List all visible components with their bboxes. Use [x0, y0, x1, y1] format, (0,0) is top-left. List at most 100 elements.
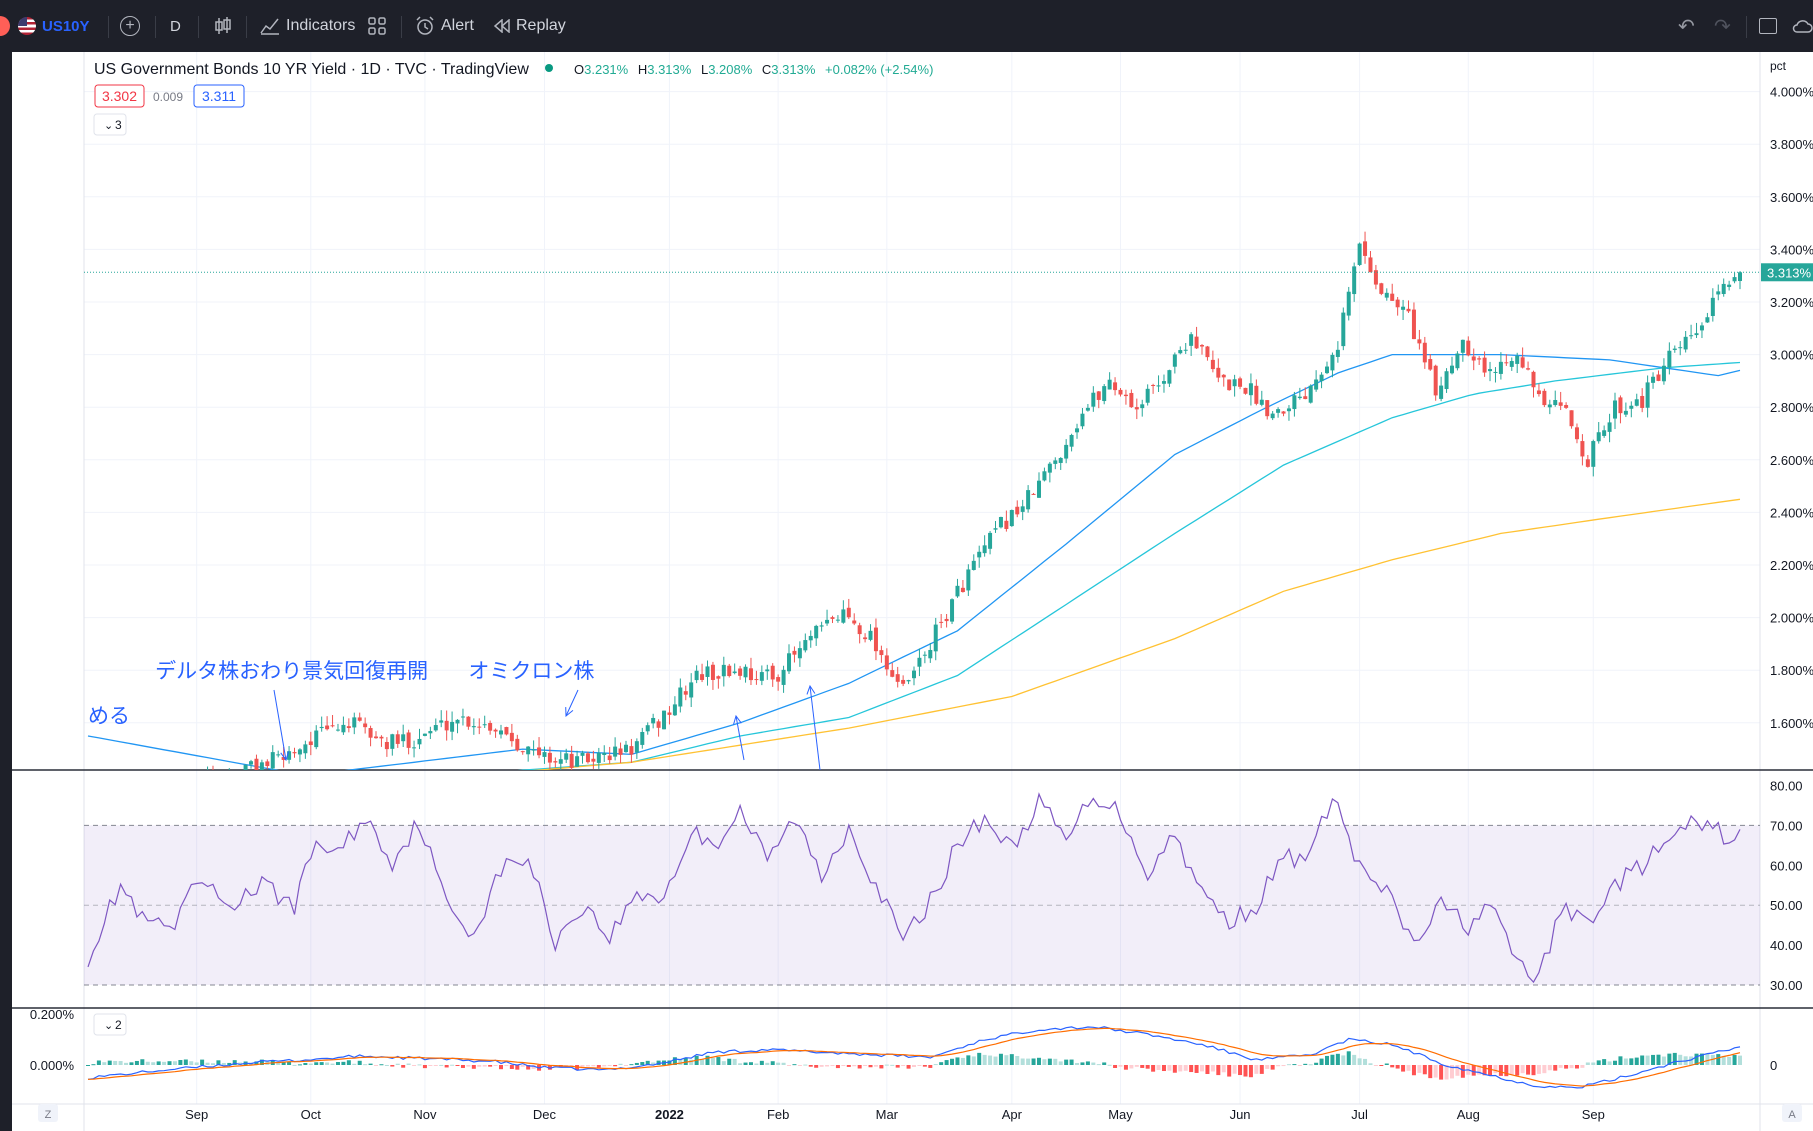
low-value: 3.208%: [708, 62, 753, 77]
candle: [1515, 352, 1520, 374]
macd-collapse-button[interactable]: ⌄ 2: [93, 1013, 127, 1036]
macd-histogram-bar: [172, 1061, 177, 1065]
macd-histogram-bar: [1482, 1065, 1487, 1076]
alert-label: Alert: [441, 17, 474, 34]
candle-body: [1558, 402, 1563, 406]
drawing-arrow-line[interactable]: [565, 689, 579, 717]
candle: [895, 666, 900, 688]
candle-body: [710, 664, 715, 680]
us-flag-icon: [18, 17, 36, 35]
candle-body: [1319, 374, 1324, 382]
macd-histogram-bar: [341, 1061, 346, 1065]
compare-add-button[interactable]: +: [120, 0, 140, 52]
chart-type-button[interactable]: [214, 0, 232, 52]
drawing-annotation-text[interactable]: オミクロン株: [468, 660, 594, 683]
macd-histogram-bar: [1444, 1065, 1449, 1080]
candle: [384, 737, 389, 757]
layout-button[interactable]: [1759, 0, 1777, 52]
macd-histogram-bar: [1036, 1057, 1041, 1065]
macd-histogram-bar: [1493, 1065, 1498, 1074]
drawing-arrow-line[interactable]: [735, 715, 745, 761]
candle-body: [1553, 400, 1558, 406]
drawing-arrow-line[interactable]: [273, 689, 287, 761]
candle: [1390, 283, 1395, 301]
macd-histogram-bar: [1547, 1065, 1552, 1071]
candle-body: [1009, 510, 1014, 527]
macd-histogram-bar: [1477, 1065, 1482, 1075]
candle: [857, 622, 862, 644]
drawing-arrow-head[interactable]: [565, 707, 574, 718]
macd-histogram-bar: [1678, 1054, 1683, 1065]
candle-body: [1227, 379, 1232, 391]
macd-histogram-bar: [971, 1056, 976, 1065]
buy-price-box[interactable]: 3.311: [193, 84, 245, 108]
macd-histogram-bar: [814, 1065, 819, 1068]
autoscale-button[interactable]: A: [1782, 1104, 1802, 1122]
candle: [808, 630, 813, 648]
macd-histogram-bar: [287, 1061, 292, 1065]
alert-button[interactable]: Alert: [415, 0, 474, 52]
undo-button[interactable]: ↶: [1678, 0, 1695, 52]
candle: [363, 717, 368, 734]
sell-price-box[interactable]: 3.302: [94, 84, 145, 108]
drawing-arrow-head[interactable]: [806, 684, 816, 695]
candle-body: [776, 677, 781, 682]
candle-body: [1363, 241, 1368, 256]
indicators-collapse-button[interactable]: ⌄ 3: [93, 113, 127, 136]
timezone-button[interactable]: Z: [38, 1104, 58, 1122]
macd-histogram-bar: [873, 1065, 878, 1067]
macd-histogram-bar: [515, 1065, 520, 1070]
candle-body: [1167, 370, 1172, 384]
candle: [1406, 300, 1411, 313]
indicators-button[interactable]: Indicators: [260, 0, 355, 52]
macd-histogram-bar: [944, 1060, 949, 1065]
candle-body: [1091, 392, 1096, 407]
drawing-annotation-text[interactable]: デルタ株おわり景気回復再開: [155, 660, 428, 683]
macd-histogram-bar: [1058, 1061, 1063, 1065]
candle: [1248, 373, 1253, 406]
candle: [950, 598, 955, 625]
time-tick-label: May: [1108, 1107, 1133, 1122]
candle-body: [819, 625, 824, 627]
cloud-save-button[interactable]: [1792, 0, 1813, 52]
candle-body: [857, 625, 862, 635]
candle-body: [1661, 365, 1666, 382]
candle: [1259, 390, 1264, 407]
candle-body: [1694, 333, 1699, 336]
drawing-arrow-head[interactable]: [280, 751, 290, 762]
templates-button[interactable]: [368, 0, 386, 52]
candle: [1504, 354, 1509, 366]
candle-body: [960, 587, 965, 593]
candle: [1216, 358, 1221, 383]
chevron-down-icon: ⌄: [104, 1020, 113, 1032]
replay-button[interactable]: Replay: [494, 0, 566, 52]
candle-body: [901, 679, 906, 684]
drawing-arrow-head[interactable]: [733, 714, 742, 725]
candle: [1705, 312, 1710, 323]
drawing-annotation-text[interactable]: める: [88, 705, 130, 728]
candle: [471, 718, 476, 735]
candle: [754, 670, 759, 685]
macd-histogram-bar: [1221, 1065, 1226, 1073]
macd-histogram-bar: [189, 1061, 194, 1065]
candle-body: [678, 687, 683, 707]
candle: [1596, 422, 1601, 444]
candle-body: [1259, 399, 1264, 405]
candle-body: [1069, 434, 1074, 447]
candle-body: [547, 752, 552, 763]
macd-line: [87, 1026, 1741, 1089]
drawing-arrow-line[interactable]: [809, 685, 821, 771]
candle-body: [1216, 367, 1221, 378]
rsi-tick-label: 30.00: [1770, 978, 1803, 993]
macd-histogram-bar: [1379, 1065, 1384, 1066]
redo-button[interactable]: ↷: [1714, 0, 1731, 52]
candle-body: [509, 732, 514, 742]
macd-histogram-bar: [1096, 1064, 1101, 1066]
macd-histogram-bar: [835, 1065, 840, 1069]
interval-button[interactable]: D: [170, 0, 181, 52]
change-value: +0.082% (+2.54%): [825, 62, 933, 77]
macd-histogram-bar: [1574, 1065, 1579, 1069]
symbol-search-button[interactable]: US10Y: [18, 0, 90, 52]
candle: [243, 764, 248, 770]
